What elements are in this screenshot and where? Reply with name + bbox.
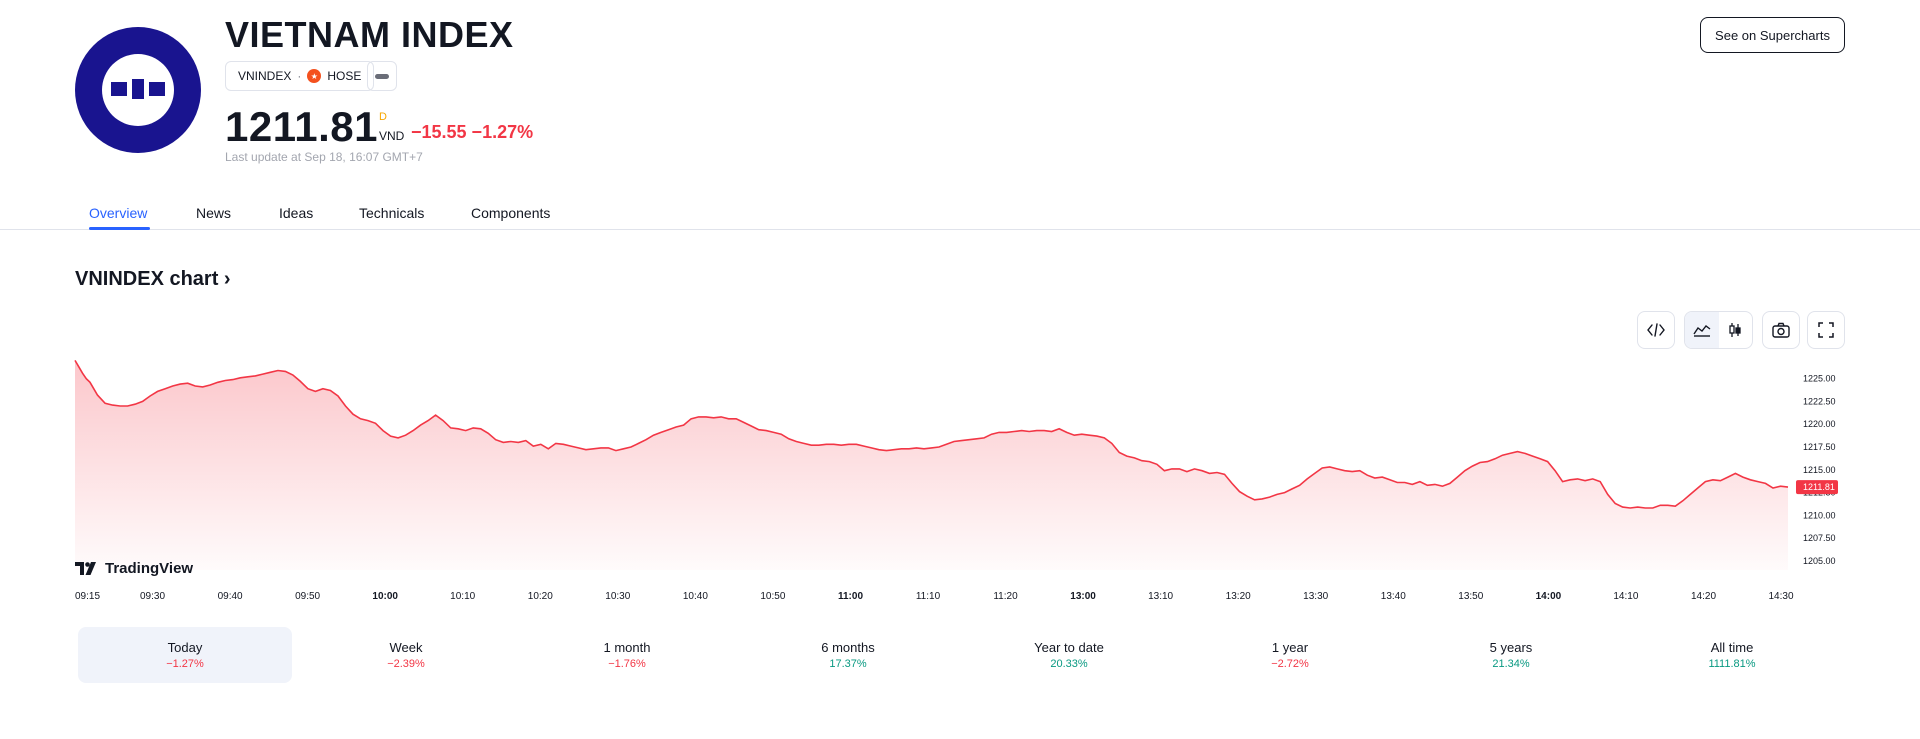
candles-icon [1729,323,1741,337]
area-style-button[interactable] [1685,312,1719,348]
more-dots-icon [375,73,389,79]
period-label: 5 years [1489,640,1533,655]
fullscreen-icon [1818,322,1834,338]
current-price-label: 1211.81 [1803,482,1835,492]
x-tick-label: 14:20 [1691,591,1716,602]
x-tick-label: 10:20 [528,591,553,602]
vnindex-emblem-icon [102,54,174,126]
x-tick-label: 13:20 [1226,591,1251,602]
x-tick-label: 14:30 [1768,591,1793,602]
tab-bar: Overview News Ideas Technicals Component… [0,195,1920,230]
period-label: 1 month [603,640,651,655]
tab-news[interactable]: News [196,205,232,221]
tab-technicals[interactable]: Technicals [359,205,425,221]
chart-style-toggle [1684,311,1753,349]
x-tick-label: 13:30 [1303,591,1328,602]
x-tick-label: 09:50 [295,591,320,602]
camera-icon [1772,322,1790,338]
price-chart[interactable]: 1225.001222.501220.001217.501215.001212.… [0,355,1920,610]
period-5-years[interactable]: 5 years 21.34% [1404,627,1618,683]
symbol-separator: · [297,69,302,83]
tradingview-logo[interactable]: TradingView [75,560,193,577]
snapshot-button[interactable] [1762,311,1800,349]
chart-heading-link[interactable]: VNINDEX chart › [75,268,231,290]
x-tick-label: 09:15 [75,591,100,602]
period-year-to-date[interactable]: Year to date 20.33% [962,627,1176,683]
x-tick-label: 11:10 [916,591,941,602]
price-line [74,359,1789,509]
x-tick-label: 09:30 [140,591,165,602]
tab-overview[interactable]: Overview [89,205,148,221]
period-value: −2.39% [387,658,425,670]
period-value: 17.37% [829,658,867,670]
x-tick-label: 13:00 [1070,591,1096,602]
period-6-months[interactable]: 6 months 17.37% [741,627,955,683]
x-tick-label: 14:00 [1536,591,1562,602]
candle-style-button[interactable] [1719,312,1753,348]
period-value: 21.34% [1492,658,1530,670]
period-label: 1 year [1271,640,1309,655]
y-tick-label: 1215.00 [1803,465,1836,475]
y-tick-label: 1217.50 [1803,442,1836,452]
x-tick-label: 10:30 [605,591,630,602]
tradingview-wordmark: TradingView [105,560,194,577]
x-tick-label: 10:10 [450,591,475,602]
x-tick-label: 13:50 [1458,591,1483,602]
tradingview-icon [75,561,96,575]
active-tab-indicator [89,227,150,230]
see-on-supercharts-button[interactable]: See on Supercharts [1700,17,1845,53]
current-price-badge [1796,480,1838,495]
last-update: Last update at Sep 18, 16:07 GMT+7 [225,150,423,164]
period-1-month[interactable]: 1 month −1.76% [520,627,734,683]
period-label: Today [167,640,203,655]
y-tick-label: 1225.00 [1803,374,1836,384]
period-value: −1.76% [608,658,646,670]
index-logo [75,27,201,153]
x-tick-label: 14:10 [1613,591,1638,602]
symbol-pill[interactable]: VNINDEX · ★ HOSE [225,61,375,91]
price-flag: D [379,111,387,123]
x-tick-label: 10:50 [760,591,785,602]
y-tick-label: 1222.50 [1803,396,1836,406]
period-label: Week [389,640,423,655]
embed-button[interactable] [1637,311,1675,349]
fullscreen-button[interactable] [1807,311,1845,349]
x-tick-label: 10:40 [683,591,708,602]
period-label: Year to date [1034,640,1104,655]
period-value: 1111.81% [1708,658,1756,670]
tab-components[interactable]: Components [471,205,551,221]
period-1-year[interactable]: 1 year −2.72% [1183,627,1397,683]
x-tick-label: 13:10 [1148,591,1173,602]
period-value: −2.72% [1271,658,1309,670]
x-tick-label: 11:20 [993,591,1018,602]
period-today[interactable]: Today −1.27% [78,627,292,683]
period-label: 6 months [821,640,875,655]
x-tick-label: 13:40 [1381,591,1406,602]
period-value: −1.27% [166,658,204,670]
price-area-fill [75,360,1788,570]
y-tick-label: 1205.00 [1803,556,1836,566]
more-button[interactable] [367,61,397,91]
symbol-ticker: VNINDEX [238,69,292,83]
period-all-time[interactable]: All time 1111.81% [1625,627,1839,683]
last-price: 1211.81 [225,103,379,150]
price-change: −15.55 −1.27% [411,122,534,142]
y-tick-label: 1220.00 [1803,419,1836,429]
period-value: 20.33% [1050,658,1088,670]
area-chart-icon [1693,325,1711,337]
period-selector: Today −1.27% Week −2.39% 1 month −1.76% … [78,627,1846,683]
x-tick-label: 10:00 [372,591,398,602]
price-currency: VND [379,129,405,143]
period-label: All time [1710,640,1754,655]
page-title: VIETNAM INDEX [225,14,514,55]
exchange-flag-icon: ★ [307,69,322,83]
code-icon [1647,323,1665,337]
period-week[interactable]: Week −2.39% [299,627,513,683]
x-tick-label: 09:40 [218,591,243,602]
y-tick-label: 1210.00 [1803,510,1836,520]
symbol-exchange: HOSE [327,69,362,83]
tab-ideas[interactable]: Ideas [279,205,314,221]
x-tick-label: 11:00 [838,591,863,602]
y-tick-label: 1207.50 [1803,533,1836,543]
